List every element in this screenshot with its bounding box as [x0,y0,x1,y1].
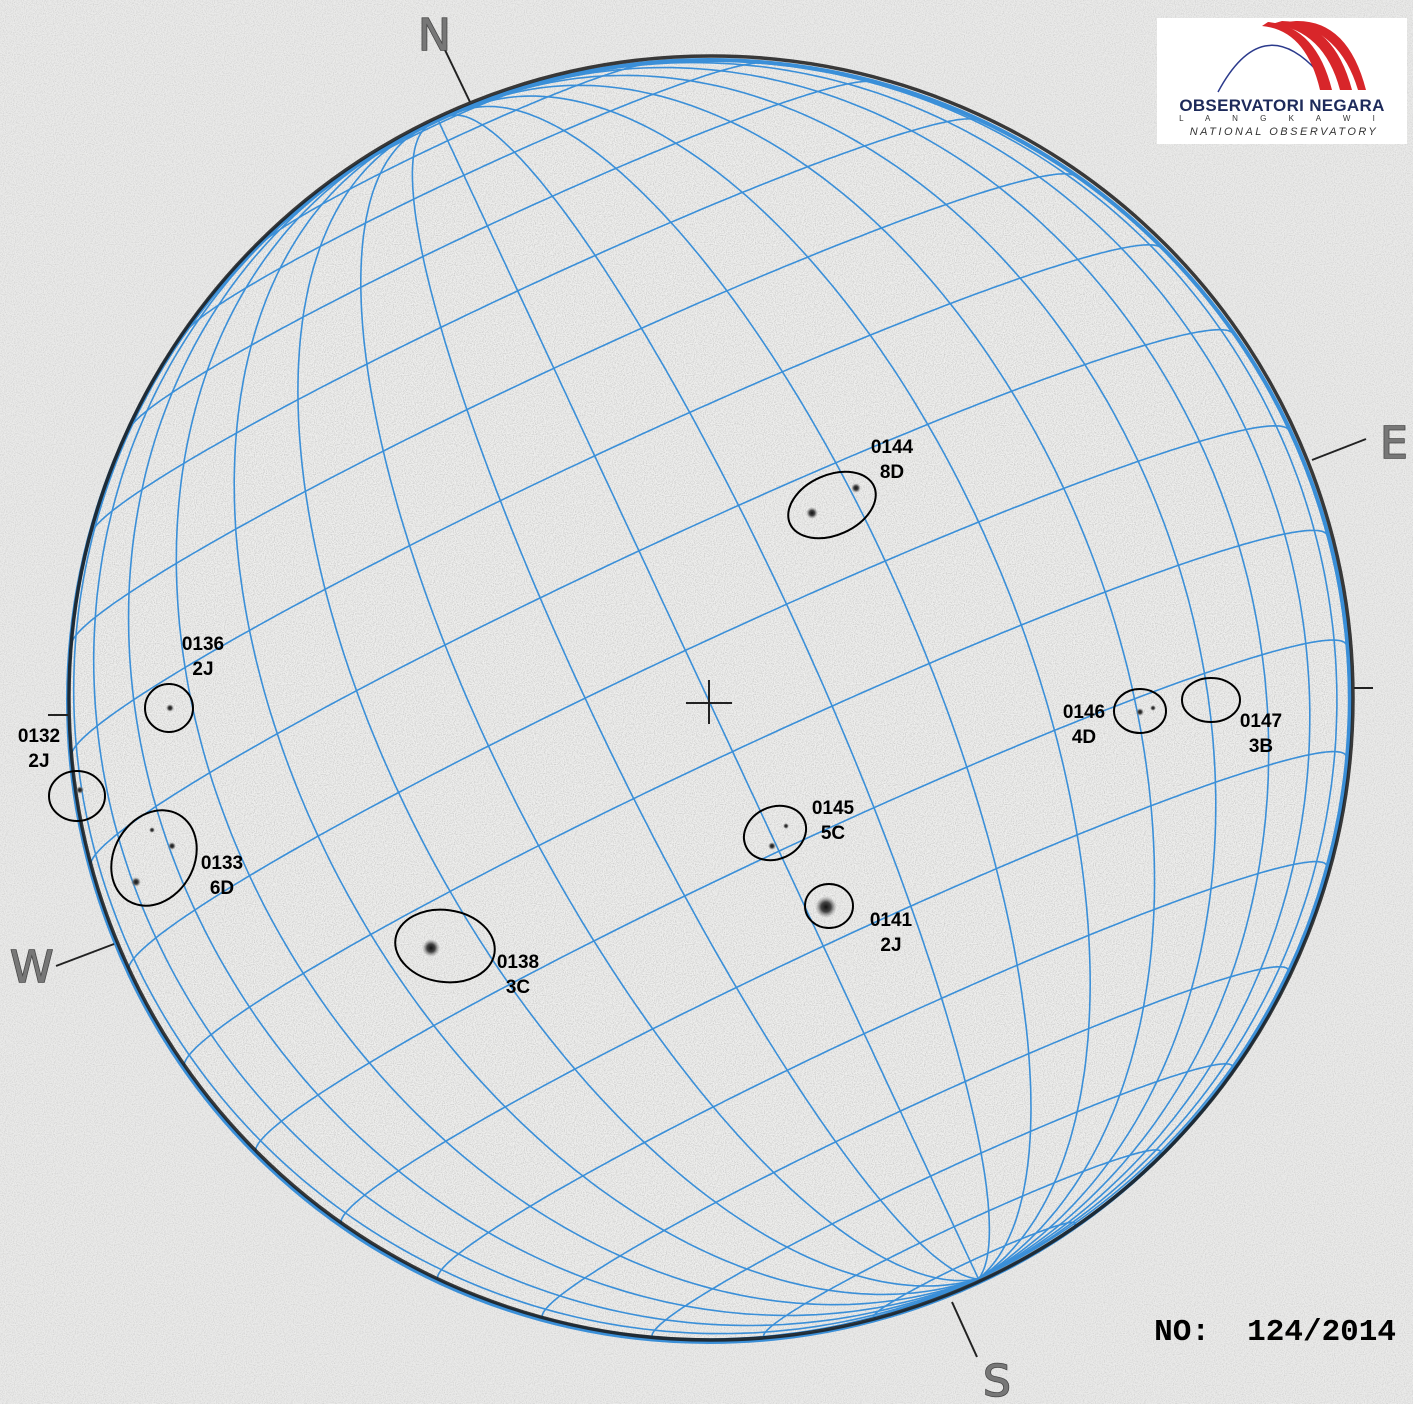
grid-line [90,118,978,533]
region-class-0144: 8D [880,462,904,483]
region-class-0141: 2J [880,935,901,956]
region-outlines [48,459,1241,988]
grid-line [587,61,1311,1280]
grid-line [297,135,979,1287]
grid-line [411,125,979,1280]
region-class-0136: 2J [192,659,213,680]
region-ellipse-0136[interactable] [144,683,194,733]
grid-line [528,66,1270,1280]
sheet-number: NO: 124/2014 [1154,1315,1396,1350]
grid-line [762,1149,1162,1339]
west-axis-tick [55,943,115,967]
grid-line [175,152,979,1306]
east-label: E [1380,418,1408,469]
grid-line [129,80,873,429]
region-number-0141: 0141 [870,910,913,931]
region-ellipse-0138[interactable] [390,903,499,988]
grid-line [436,860,1328,1283]
grid-line [651,1063,1234,1340]
region-ellipse-0144[interactable] [778,459,886,551]
region-number-0147: 0147 [1240,711,1282,732]
region-class-0133: 6D [210,878,234,899]
south-axis-tick [951,1301,978,1358]
region-ellipse-0145[interactable] [735,796,815,870]
grid-line [459,105,1032,1280]
region-number-0146: 0146 [1063,702,1105,723]
grid-line [448,114,991,1280]
region-number-0144: 0144 [871,437,914,458]
region-ellipse-0147[interactable] [1181,677,1241,723]
disk-center-cross [686,680,732,724]
region-class-0132: 2J [28,751,49,772]
region-class-0145: 5C [821,823,846,844]
region-ellipse-0133[interactable] [94,795,213,922]
region-class-0146: 4D [1072,727,1096,748]
region-number-0145: 0145 [812,798,855,819]
grid-line [360,130,979,1282]
grid-line [501,74,1217,1280]
logo-subtitle: L A N G K A W I [1179,114,1385,123]
north-axis-tick [444,49,471,103]
grid-line [92,203,979,1327]
region-number-0138: 0138 [497,952,539,973]
region-ellipse-0132[interactable] [48,770,106,822]
grid-line [872,1221,1076,1319]
region-class-0138: 3C [506,977,531,998]
region-labels: 0144 8D 0136 2J 0132 2J 0133 6D 0138 3C … [18,437,1282,998]
grid-line [726,61,1338,1280]
logo-title: OBSERVATORI NEGARA [1179,96,1384,115]
grid-line [233,143,979,1296]
grid-line [260,63,647,245]
region-number-0133: 0133 [201,853,243,874]
grid-line [340,750,1348,1227]
logo-panel [1157,18,1407,144]
grid-line [89,328,1234,867]
sunspots [76,483,1156,957]
grid-line [72,302,979,1335]
logo-arc-emblem [1217,20,1366,93]
grid-line [183,529,1328,1069]
region-number-0132: 0132 [18,726,60,747]
grid-line [254,639,1348,1155]
observatory-logo: OBSERVATORI NEGARA L A N G K A W I NATIO… [1157,18,1407,144]
grid-line [70,244,1162,756]
grid-line [437,120,980,1280]
limb-edge [67,54,1355,1342]
grid-line [541,966,1290,1321]
north-label: N [418,10,451,61]
west-label: W [10,942,54,993]
south-label: S [983,1356,1011,1404]
grid-line [468,95,1092,1280]
region-ellipse-0146[interactable] [1113,688,1167,734]
logo-english-name: NATIONAL OBSERVATORY [1190,126,1379,138]
region-ellipse-0141[interactable] [804,883,854,929]
grid-line [186,62,761,331]
region-class-0147: 3B [1249,736,1273,757]
grid-line [70,173,1076,644]
grid-line [484,84,1156,1280]
grid-line [127,167,979,1317]
east-axis-tick [1311,438,1367,461]
grid-line [127,424,1290,972]
region-number-0136: 0136 [182,634,224,655]
